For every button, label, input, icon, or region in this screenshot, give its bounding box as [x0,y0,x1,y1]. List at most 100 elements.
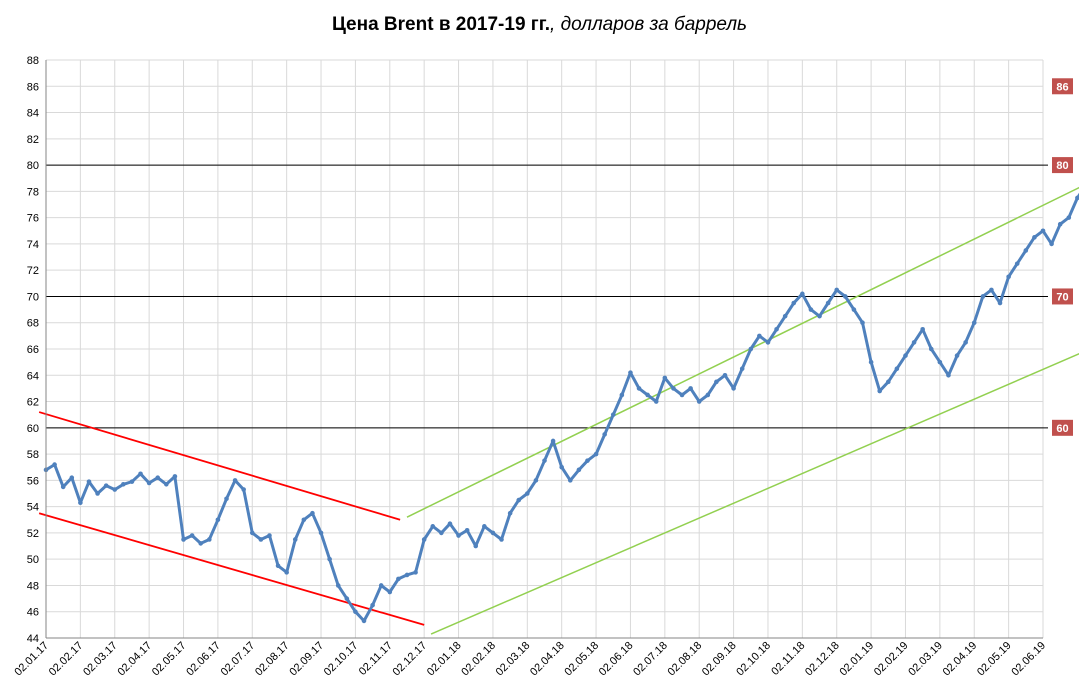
data-point [78,500,83,505]
x-tick-label: 02.02.18 [459,640,498,679]
data-point [69,475,75,481]
y-tick-label: 50 [27,554,39,566]
data-point [782,313,788,319]
x-tick-label: 02.05.18 [562,640,601,679]
data-point [714,379,719,385]
data-point [224,496,229,502]
x-tick-label: 02.08.17 [253,640,292,679]
data-point [989,287,994,293]
data-point [112,487,118,492]
level-badge [1052,288,1073,305]
data-point [60,484,66,490]
data-point [885,379,891,385]
y-tick-label: 56 [27,475,39,487]
x-tick-label: 02.03.18 [494,640,533,679]
data-point [748,346,754,352]
level-badge [1052,157,1073,174]
data-point [825,300,831,306]
data-point [971,320,977,326]
x-tick-label: 02.08.18 [666,640,705,679]
data-point [430,524,436,529]
y-tick-label: 60 [27,423,39,435]
x-tick-label: 02.11.18 [769,640,807,678]
data-point [559,464,564,470]
data-point [404,572,410,578]
data-point [172,474,178,479]
data-point [447,521,453,527]
data-point [593,451,599,457]
y-tick-label: 74 [27,239,39,251]
data-point [1066,215,1072,220]
data-point [1014,261,1020,266]
data-point [267,533,272,538]
data-point [567,478,573,483]
horizontal-levels [46,164,1048,429]
data-point [189,533,195,538]
level-badges: 86 80 70 60 [1052,78,1073,436]
data-point [318,530,324,536]
data-point [834,287,840,293]
y-tick-label: 48 [27,580,39,592]
data-point [774,326,779,332]
axis-layer: 44 46 48 50 52 54 56 58 60 62 64 66 68 70 72 74 76 78 80 82… [12,55,1048,678]
data-point [258,537,264,542]
y-tick-label: 88 [27,55,39,67]
data-point [1023,248,1029,253]
y-tick-label: 72 [27,265,39,277]
data-point [275,563,281,569]
y-tick-label: 80 [27,160,39,172]
data-point [353,609,358,615]
red-trend-line [38,411,401,521]
data-point [851,307,857,312]
data-point [378,583,384,588]
data-point [327,556,332,562]
level-badge-label: 80 [1056,160,1068,172]
chart-title-main: Цена Brent в 2017-19 гг. [331,14,551,35]
data-point [249,530,255,536]
data-point [284,570,289,575]
data-point [688,386,693,391]
red-trend-line [38,512,425,626]
data-point [525,491,530,496]
level-badge-label: 70 [1056,291,1068,303]
data-point [731,386,736,391]
data-point [232,478,238,483]
data-point [1006,274,1011,280]
data-point [138,471,143,477]
data-point [808,307,814,312]
data-point [507,510,513,516]
data-point [344,596,350,601]
data-point [490,530,496,536]
grid-layer [45,59,1044,639]
x-tick-label: 02.05.19 [975,640,1014,679]
data-point [499,537,504,542]
data-point [241,487,246,492]
data-point [980,294,986,299]
data-point [464,527,470,533]
data-point [542,458,547,463]
data-point [1049,241,1054,247]
series-layer [43,192,1079,624]
data-point [95,491,100,496]
y-tick-label: 66 [27,344,39,356]
data-point [439,530,444,536]
data-point [671,386,676,391]
x-tick-label: 02.06.17 [184,640,223,679]
data-point [421,537,427,542]
data-point [198,541,204,546]
x-tick-label: 02.10.17 [322,640,361,679]
x-tick-label: 02.12.17 [391,640,430,679]
data-point [335,583,341,588]
y-tick-label: 76 [27,213,39,225]
data-point [868,359,874,365]
data-point [361,618,367,624]
data-point [997,300,1003,306]
data-point [164,482,169,487]
data-point [482,524,487,529]
y-tick-label: 84 [27,108,39,120]
data-point [473,543,479,549]
x-tick-label: 02.06.19 [1009,640,1048,679]
data-point [52,462,57,467]
x-tick-label: 02.01.19 [837,640,876,679]
